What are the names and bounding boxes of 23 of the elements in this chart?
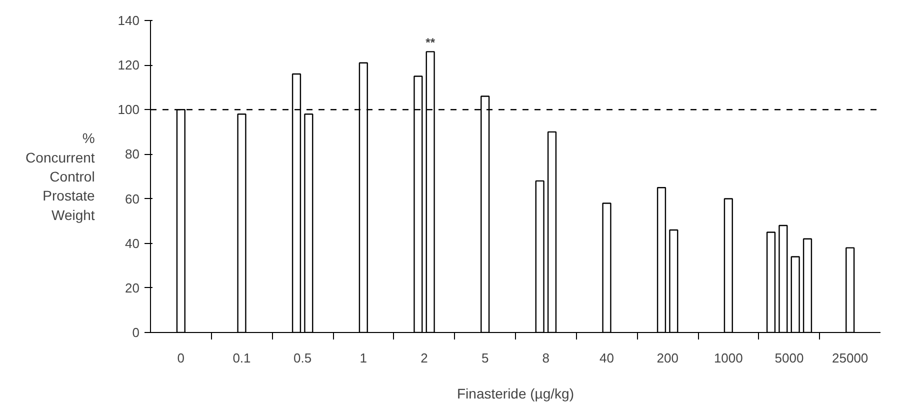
x-tick-label: 1000 [714, 350, 743, 366]
x-tick-label: 200 [656, 350, 678, 366]
x-axis-title: Finasteride (µg/kg) [457, 386, 574, 402]
y-tick-label: 120 [118, 58, 140, 73]
x-tick-label: 0.5 [294, 350, 312, 366]
y-tick-label: 80 [125, 146, 140, 162]
y-tick-label: 20 [125, 280, 140, 296]
x-tick-label: 8 [542, 350, 550, 366]
y-tick-label: 40 [125, 236, 140, 251]
y-axis-title: % Concurrent Control Prostate Weight [26, 130, 96, 223]
x-tick-label: 25000 [832, 350, 868, 366]
x-tick-label: 1 [360, 350, 368, 366]
x-tick-label: 0.1 [232, 350, 251, 366]
y-tick-label: 60 [125, 191, 140, 206]
x-tick-label: 5 [481, 350, 489, 366]
y-tick-label: 100 [118, 102, 140, 118]
x-tick-label: 40 [600, 350, 614, 366]
x-tick-label: 5000 [774, 350, 804, 366]
annotation: ** [426, 36, 436, 50]
x-tick-label: 2 [420, 350, 428, 366]
y-tick-label: 0 [132, 325, 140, 340]
y-tick-label: 140 [118, 13, 140, 28]
x-tick-label: 0 [177, 350, 185, 366]
